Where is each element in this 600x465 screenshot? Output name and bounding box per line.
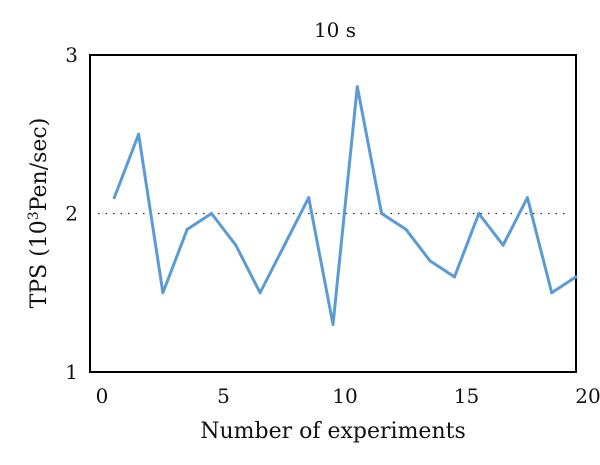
y-tick-label: 3 (65, 43, 78, 67)
x-tick-label: 0 (96, 384, 109, 408)
data-point (550, 291, 554, 295)
x-axis-label: Number of experiments (200, 419, 466, 444)
data-point (234, 243, 238, 247)
data-points (112, 85, 578, 326)
y-axis-label-prefix: TPS (10 (27, 220, 52, 308)
chart-title: 10 s (314, 18, 356, 42)
data-point (307, 196, 311, 200)
data-point (477, 212, 481, 215)
x-tick-label: 10 (332, 384, 357, 408)
data-point (331, 322, 335, 326)
data-point (501, 243, 505, 247)
data-point (112, 196, 116, 200)
y-axis-label-exponent: 3 (26, 211, 42, 220)
data-point (258, 291, 262, 295)
data-point (525, 196, 529, 200)
data-point (428, 259, 432, 263)
x-tick-label: 20 (575, 384, 600, 408)
data-point (404, 227, 408, 231)
x-tick-labels: 0 5 10 15 20 (96, 384, 600, 408)
data-point (453, 275, 456, 279)
series-line (112, 85, 578, 326)
plot-frame (89, 54, 577, 373)
x-tick-label: 15 (454, 384, 479, 408)
y-tick-label: 1 (65, 360, 78, 384)
data-point (282, 243, 286, 247)
data-point (380, 212, 384, 215)
y-tick-labels: 1 2 3 (65, 43, 78, 384)
data-point (355, 85, 359, 89)
y-axis-label: TPS (103Pen/sec) (26, 118, 52, 309)
data-point (185, 227, 189, 231)
y-axis-label-suffix: Pen/sec) (27, 118, 52, 212)
data-point (574, 275, 578, 279)
x-tick-label: 5 (217, 384, 230, 408)
data-point (210, 212, 213, 215)
y-tick-label: 2 (65, 202, 78, 226)
data-point (137, 132, 141, 136)
data-point (161, 291, 165, 295)
